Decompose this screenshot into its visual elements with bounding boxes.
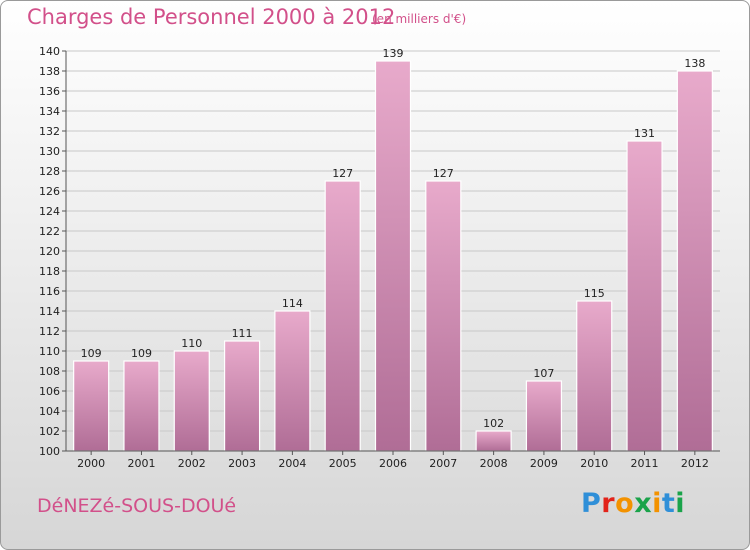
logo-letter: P <box>581 488 602 519</box>
logo-letter: t <box>661 488 676 519</box>
data-label-2011: 131 <box>634 127 655 140</box>
x-tick-label-2004: 2004 <box>278 457 306 470</box>
y-tick-label: 120 <box>39 245 60 258</box>
logo-letter: r <box>601 488 616 519</box>
commune-name: DéNEZé-SOUS-DOUé <box>37 495 237 517</box>
logo-letter: i <box>652 488 662 519</box>
data-label-2005: 127 <box>332 167 353 180</box>
y-tick-label: 108 <box>39 365 60 378</box>
proxiti-logo: Proxiti <box>581 488 685 519</box>
logo-letter: x <box>634 488 653 519</box>
x-tick-label-2008: 2008 <box>480 457 508 470</box>
data-label-2009: 107 <box>533 367 554 380</box>
data-label-2003: 111 <box>232 327 253 340</box>
data-label-2007: 127 <box>433 167 454 180</box>
y-tick-label: 130 <box>39 145 60 158</box>
bar-2002 <box>173 350 210 452</box>
data-label-2002: 110 <box>181 337 202 350</box>
y-tick-label: 128 <box>39 165 60 178</box>
bar-2007 <box>425 180 462 452</box>
data-label-2008: 102 <box>483 417 504 430</box>
bar-2001 <box>123 360 160 452</box>
x-tick-label-2011: 2011 <box>631 457 659 470</box>
x-tick-label-2009: 2009 <box>530 457 558 470</box>
x-tick-label-2003: 2003 <box>228 457 256 470</box>
x-tick-label-2010: 2010 <box>580 457 608 470</box>
data-labels: 109 109 110 111 114 127 139 127 102 107 115 131 138 <box>81 47 706 430</box>
y-tick-label: 138 <box>39 65 60 78</box>
y-tick-label: 136 <box>39 85 60 98</box>
bar-2012 <box>676 70 713 452</box>
bar-2003 <box>223 340 261 452</box>
data-label-2006: 139 <box>383 47 404 60</box>
bar-2006 <box>374 60 412 452</box>
bar-2010 <box>576 300 613 452</box>
data-label-2012: 138 <box>684 57 705 70</box>
y-tick-label: 124 <box>39 205 60 218</box>
data-label-2010: 115 <box>584 287 605 300</box>
y-tick-label: 116 <box>39 285 60 298</box>
chart-subtitle: (en milliers d'€) <box>372 12 467 26</box>
bar-2005 <box>324 180 361 452</box>
bar-2008 <box>475 430 512 452</box>
x-tick-label-2001: 2001 <box>127 457 155 470</box>
y-tick-label: 134 <box>39 105 60 118</box>
axes: 100 102 104 106 108 110 112 114 116 118 120 122 124 1… <box>39 45 720 470</box>
bar-2009 <box>525 380 563 452</box>
x-tick-label-2000: 2000 <box>77 457 105 470</box>
bars <box>73 60 713 452</box>
x-tick-label-2012: 2012 <box>681 457 709 470</box>
data-label-2000: 109 <box>81 347 102 360</box>
bar-2004 <box>274 310 311 452</box>
data-label-2004: 114 <box>282 297 303 310</box>
x-tick-label-2007: 2007 <box>429 457 457 470</box>
y-tick-label: 114 <box>39 305 60 318</box>
bar-2000 <box>73 360 110 452</box>
y-tick-label: 118 <box>39 265 60 278</box>
chart-title: Charges de Personnel 2000 à 2012 <box>27 5 396 29</box>
bar-2011 <box>626 140 663 452</box>
data-label-2001: 109 <box>131 347 152 360</box>
y-tick-label: 112 <box>39 325 60 338</box>
y-tick-label: 106 <box>39 385 60 398</box>
y-tick-label: 104 <box>39 405 60 418</box>
y-tick-label: 110 <box>39 345 60 358</box>
y-tick-label: 140 <box>39 45 60 58</box>
x-tick-label-2002: 2002 <box>178 457 206 470</box>
y-tick-label: 126 <box>39 185 60 198</box>
y-tick-label: 102 <box>39 425 60 438</box>
logo-letter: o <box>615 488 635 519</box>
y-tick-label: 132 <box>39 125 60 138</box>
y-tick-label: 100 <box>39 445 60 458</box>
y-tick-label: 122 <box>39 225 60 238</box>
x-tick-label-2006: 2006 <box>379 457 407 470</box>
logo-letter: i <box>675 488 686 519</box>
x-tick-label-2005: 2005 <box>329 457 357 470</box>
